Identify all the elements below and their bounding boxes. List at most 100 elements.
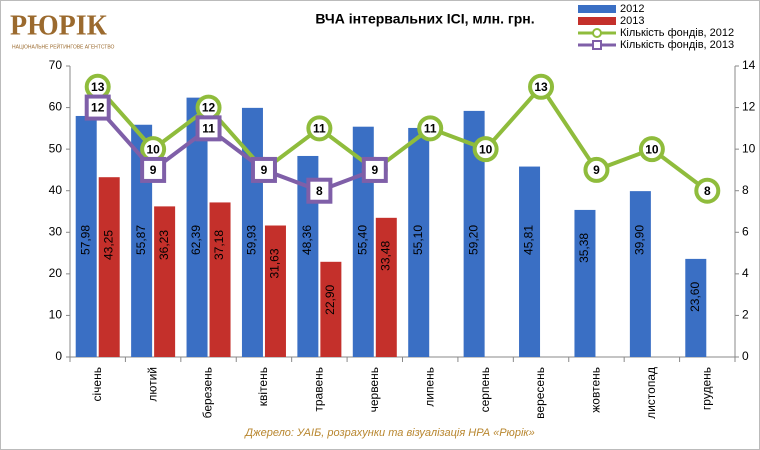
x-tick-label: серпень	[478, 367, 492, 412]
legend-label: 2012	[620, 3, 644, 15]
bar	[154, 206, 176, 357]
bar-label: 55,87	[134, 225, 148, 255]
line-label: 11	[202, 122, 215, 136]
line-label: 8	[704, 184, 711, 198]
y2-tick-label: 4	[742, 266, 749, 280]
line-label: 9	[593, 163, 600, 177]
line-label: 11	[313, 122, 326, 136]
bar	[352, 126, 374, 358]
legend-swatch	[578, 17, 616, 25]
marker	[140, 156, 167, 183]
x-tick-label: червень	[367, 367, 381, 412]
bar	[75, 115, 97, 357]
bar	[264, 225, 286, 357]
bar-label: 31,63	[268, 248, 282, 278]
marker	[583, 156, 610, 183]
bar	[408, 127, 430, 357]
line-label: 8	[316, 184, 323, 198]
x-tick-label: квітень	[256, 367, 270, 406]
x-tick-label: листопад	[644, 367, 658, 419]
y2-tick-label: 8	[742, 183, 749, 197]
legend-marker	[592, 28, 602, 38]
x-tick-label: лютий	[145, 367, 159, 402]
legend-marker	[592, 40, 602, 50]
bar	[375, 217, 397, 357]
y-tick-label: 50	[49, 141, 63, 155]
bar-label: 37,18	[212, 230, 226, 260]
bar	[98, 177, 120, 357]
y2-tick-label: 10	[742, 141, 756, 155]
bar-label: 55,40	[355, 225, 369, 255]
line-label: 12	[202, 101, 216, 115]
marker	[472, 136, 499, 163]
marker	[694, 177, 721, 204]
marker	[361, 156, 388, 183]
line-label: 9	[371, 163, 378, 177]
line-label: 9	[150, 163, 157, 177]
legend-swatch	[578, 5, 616, 13]
x-tick-label: січень	[90, 367, 104, 401]
bar	[685, 258, 707, 357]
y-tick-label: 10	[49, 308, 63, 322]
bar-label: 36,23	[157, 230, 171, 260]
bar	[297, 155, 319, 357]
legend-label: 2013	[620, 15, 644, 27]
line-label: 10	[146, 142, 160, 156]
x-tick-label: жовтень	[589, 367, 603, 413]
bar	[320, 261, 342, 357]
bar-label: 35,38	[577, 233, 591, 263]
bar-label: 33,48	[378, 240, 392, 270]
line-label: 9	[261, 163, 268, 177]
x-tick-label: грудень	[699, 367, 713, 410]
line-label: 10	[479, 142, 493, 156]
logo-subtitle: НАЦІОНАЛЬНЕ РЕЙТИНГОВЕ АГЕНТСТВО	[12, 42, 114, 50]
marker	[417, 115, 444, 142]
source: Джерело: УАІБ, розрахунки та візуалізаці…	[243, 427, 534, 439]
bar-label: 62,39	[189, 225, 203, 255]
y-tick-label: 40	[49, 183, 63, 197]
bar-label: 48,36	[300, 225, 314, 255]
y2-tick-label: 12	[742, 100, 756, 114]
line-label: 13	[91, 80, 105, 94]
bar	[629, 191, 651, 357]
marker	[306, 177, 333, 204]
y2-tick-label: 2	[742, 308, 749, 322]
bar	[574, 209, 596, 357]
bar-label: 57,98	[78, 225, 92, 255]
y-tick-label: 0	[55, 349, 62, 363]
y2-tick-label: 6	[742, 224, 749, 238]
legend-label: Кількість фондів, 2013	[620, 39, 734, 51]
bar	[186, 97, 208, 357]
line-label: 11	[424, 122, 437, 136]
bar-label: 55,10	[411, 225, 425, 255]
x-tick-label: травень	[312, 367, 326, 412]
x-tick-label: вересень	[533, 367, 547, 419]
bar-label: 59,93	[245, 225, 259, 255]
line-label: 10	[645, 142, 659, 156]
bar	[519, 166, 541, 357]
marker	[638, 136, 665, 163]
bar	[463, 110, 485, 357]
y2-tick-label: 14	[742, 58, 756, 72]
bar-label: 45,81	[522, 225, 536, 255]
line-label: 12	[91, 101, 105, 115]
marker	[306, 115, 333, 142]
y2-tick-label: 0	[742, 349, 749, 363]
y-tick-label: 70	[49, 58, 63, 72]
line-label: 13	[534, 80, 548, 94]
legend-label: Кількість фондів, 2012	[620, 27, 734, 39]
bar-label: 22,90	[323, 284, 337, 314]
logo-name: РЮРІК	[10, 10, 108, 41]
bar	[209, 202, 231, 357]
marker	[195, 115, 222, 142]
y-tick-label: 20	[49, 266, 63, 280]
x-tick-label: липень	[422, 367, 436, 407]
bar-label: 39,90	[633, 225, 647, 255]
chart-title: ВЧА інтервальних ІСІ, млн. грн.	[315, 11, 534, 27]
y-tick-label: 30	[49, 224, 63, 238]
bar-label: 59,20	[466, 225, 480, 255]
y-tick-label: 60	[49, 100, 63, 114]
bar-label: 23,60	[688, 282, 702, 312]
